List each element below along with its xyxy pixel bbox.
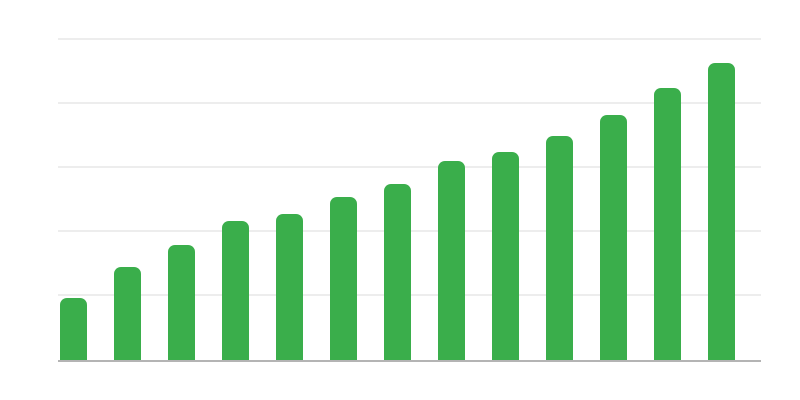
bar	[546, 136, 573, 360]
bar	[330, 197, 357, 360]
bar	[60, 298, 87, 360]
bar	[276, 214, 303, 360]
bar	[114, 267, 141, 360]
bar	[654, 88, 681, 360]
gridline	[58, 38, 761, 40]
bar	[168, 245, 195, 360]
bar	[492, 152, 519, 360]
bar	[600, 115, 627, 360]
gridline	[58, 102, 761, 104]
bar	[222, 221, 249, 360]
bar	[384, 184, 411, 360]
gridline	[58, 166, 761, 168]
bar	[438, 161, 465, 360]
x-axis-line	[58, 360, 761, 362]
bar	[708, 63, 735, 360]
plot-area	[58, 38, 761, 362]
